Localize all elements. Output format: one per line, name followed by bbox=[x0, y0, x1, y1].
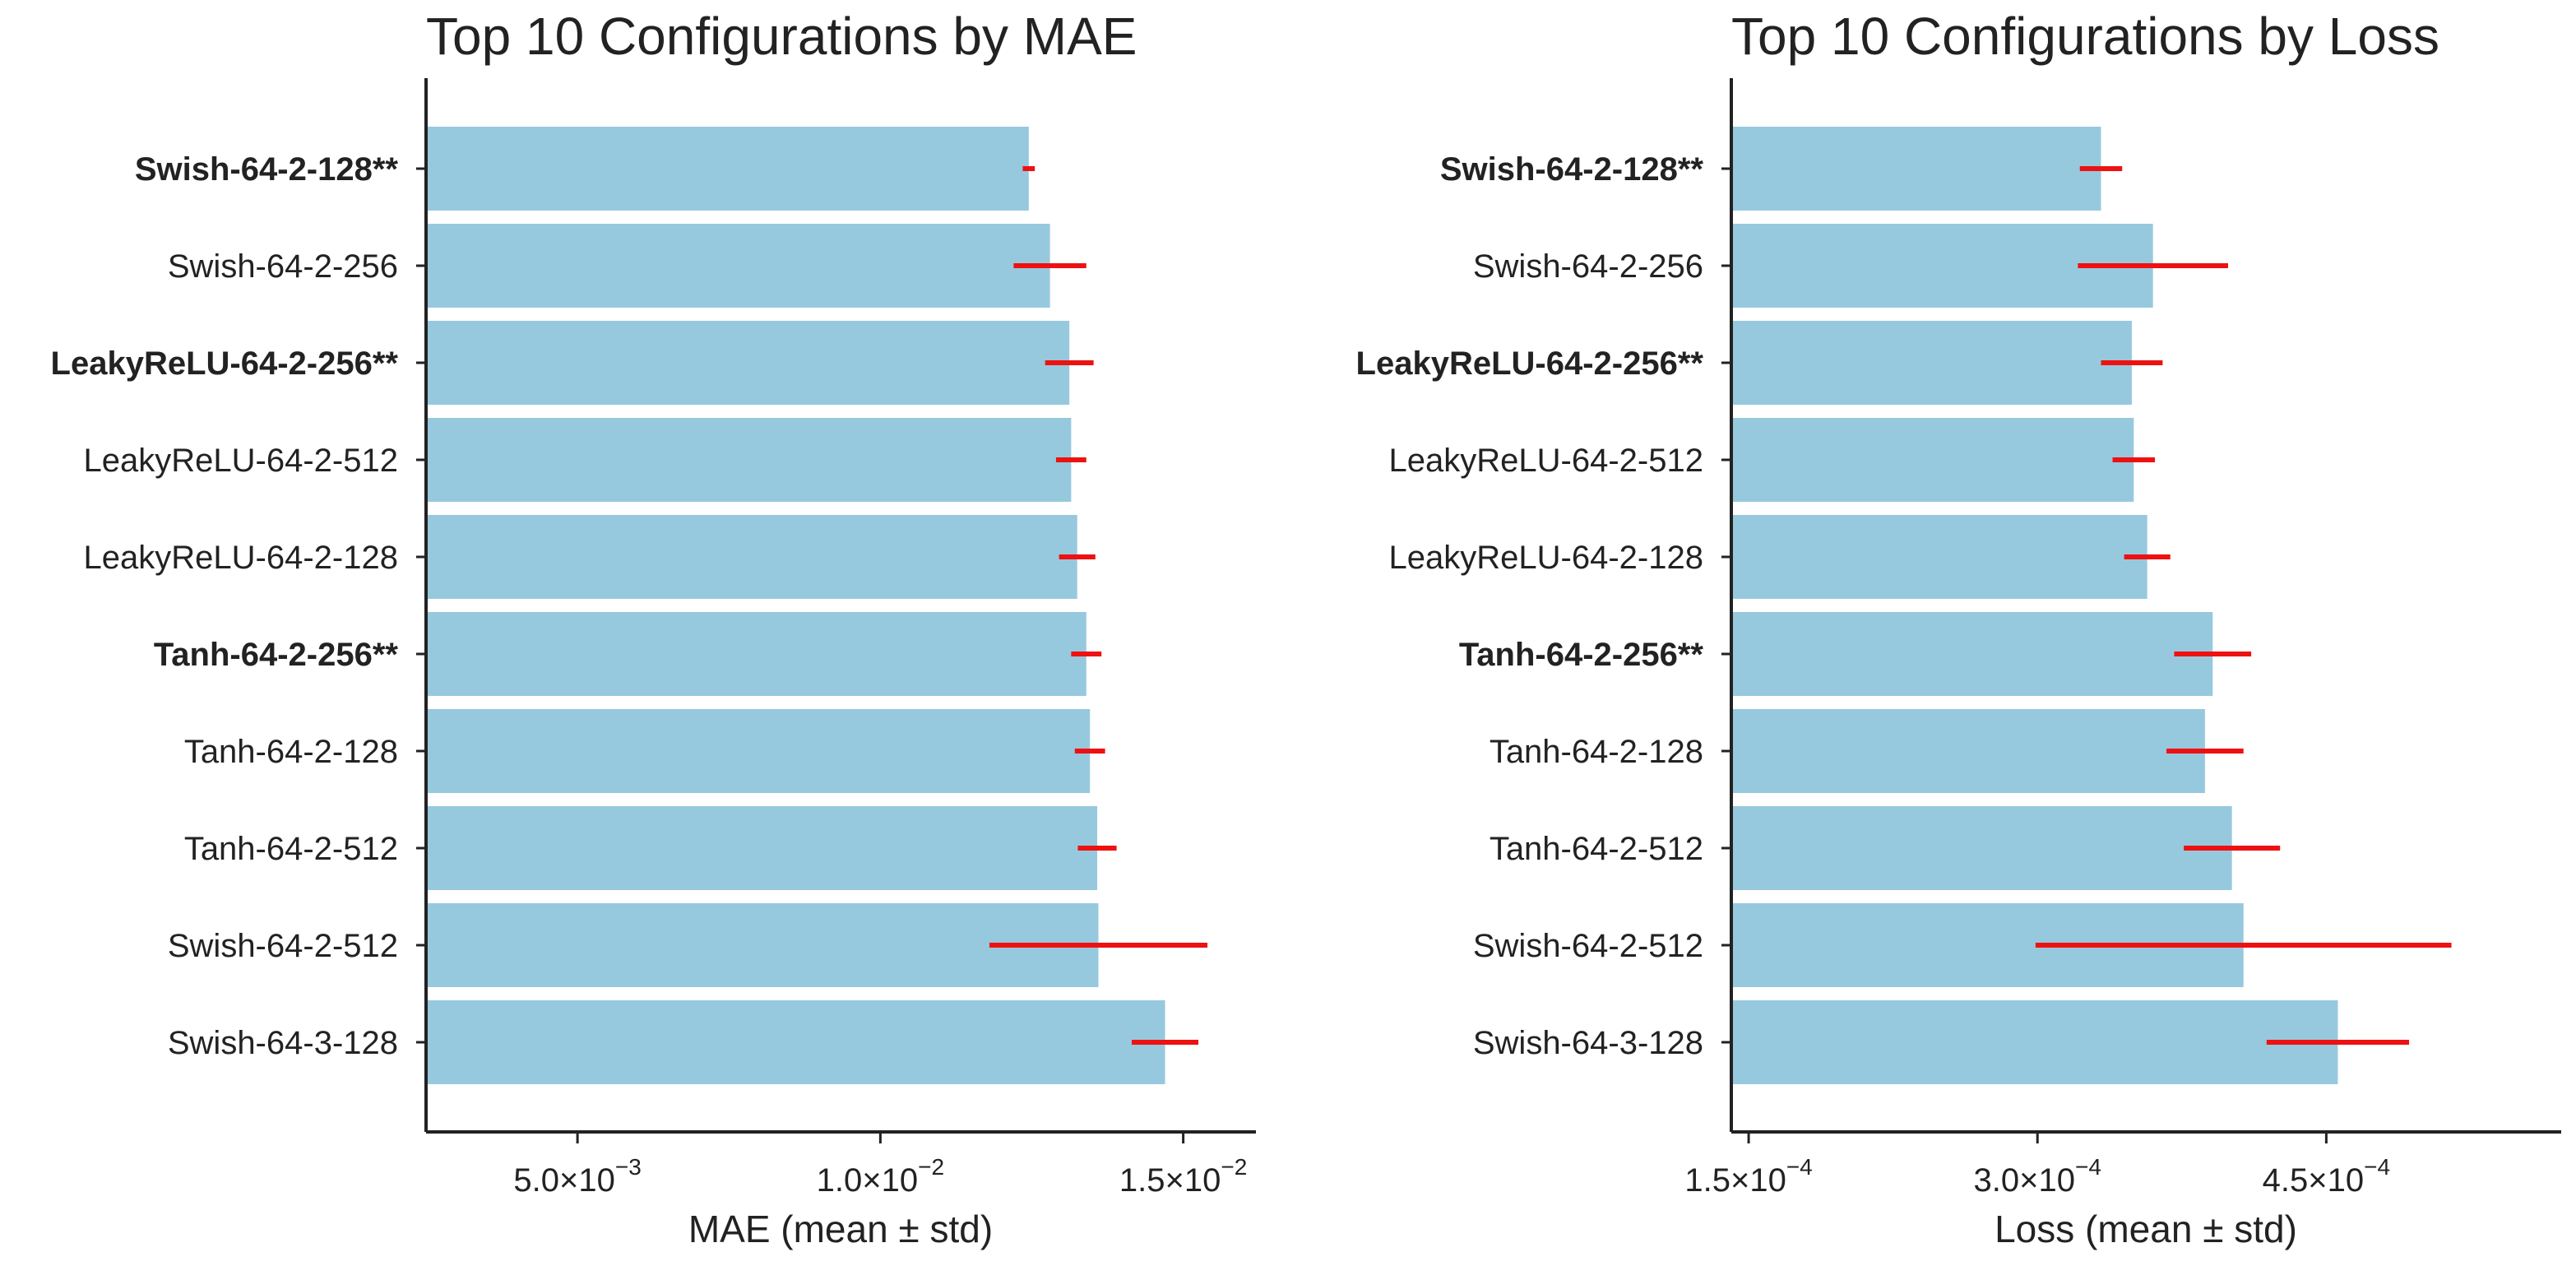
category-label: Tanh-64-2-128 bbox=[1490, 734, 1703, 770]
category-label: Swish-64-2-128** bbox=[1440, 151, 1704, 188]
bar-9 bbox=[426, 1000, 1165, 1084]
category-label: LeakyReLU-64-2-512 bbox=[1389, 443, 1703, 479]
x-tick-label: 1.5×10−4 bbox=[1684, 1154, 1812, 1199]
category-label: Tanh-64-2-512 bbox=[1490, 831, 1703, 867]
x-axis-label: MAE (mean ± std) bbox=[688, 1208, 993, 1250]
x-axis-label: Loss (mean ± std) bbox=[1995, 1208, 2297, 1250]
loss-chart-panel: Top 10 Configurations by Loss Swish-64-2… bbox=[1356, 7, 2561, 1250]
bar-2 bbox=[1731, 321, 2132, 405]
bar-3 bbox=[1731, 418, 2134, 502]
bar-8 bbox=[426, 903, 1099, 987]
bar-0 bbox=[426, 127, 1029, 211]
category-label: Tanh-64-2-128 bbox=[184, 734, 398, 770]
mae-chart-panel: Top 10 Configurations by MAE Swish-64-2-… bbox=[51, 7, 1256, 1250]
category-label: LeakyReLU-64-2-256** bbox=[1356, 345, 1704, 382]
bar-4 bbox=[1731, 515, 2147, 599]
bar-1 bbox=[426, 224, 1050, 308]
bar-2 bbox=[426, 321, 1070, 405]
chart-title: Top 10 Configurations by MAE bbox=[426, 7, 1137, 66]
x-tick-label: 1.0×10−2 bbox=[817, 1154, 944, 1199]
category-label: LeakyReLU-64-2-128 bbox=[84, 540, 398, 576]
category-label: Tanh-64-2-256** bbox=[1459, 637, 1704, 673]
x-tick-group: 5.0×10−3 1.0×10−2 1.5×10−2 bbox=[513, 1132, 1247, 1199]
bar-5 bbox=[426, 612, 1086, 696]
category-label-group: Swish-64-2-128** Swish-64-2-256 LeakyReLU-… bbox=[1356, 151, 1731, 1061]
errorbar-group bbox=[2035, 166, 2452, 1045]
bar-3 bbox=[426, 418, 1072, 502]
category-label: Swish-64-2-512 bbox=[1473, 928, 1703, 964]
x-tick-label: 5.0×10−3 bbox=[513, 1154, 641, 1199]
errorbar-group bbox=[989, 166, 1208, 1045]
chart-title: Top 10 Configurations by Loss bbox=[1731, 7, 2439, 66]
category-label: Swish-64-2-128** bbox=[135, 151, 399, 188]
category-label-group: Swish-64-2-128** Swish-64-2-256 LeakyReLU-… bbox=[51, 151, 426, 1061]
bar-group bbox=[426, 127, 1165, 1084]
category-label: Tanh-64-2-512 bbox=[184, 831, 398, 867]
category-label: LeakyReLU-64-2-128 bbox=[1389, 540, 1703, 576]
x-tick-label: 3.0×10−4 bbox=[1974, 1154, 2101, 1199]
bar-6 bbox=[426, 709, 1091, 793]
bar-0 bbox=[1731, 127, 2101, 211]
bar-7 bbox=[426, 806, 1098, 890]
x-tick-group: 1.5×10−4 3.0×10−4 4.5×10−4 bbox=[1684, 1132, 2390, 1199]
category-label: LeakyReLU-64-2-512 bbox=[84, 443, 398, 479]
bar-7 bbox=[1731, 806, 2232, 890]
category-label: Swish-64-3-128 bbox=[1473, 1025, 1703, 1061]
bar-4 bbox=[426, 515, 1077, 599]
x-tick-label: 1.5×10−2 bbox=[1119, 1154, 1247, 1199]
bar-9 bbox=[1731, 1000, 2338, 1084]
category-label: Swish-64-2-512 bbox=[168, 928, 398, 964]
bar-6 bbox=[1731, 709, 2205, 793]
x-tick-label: 4.5×10−4 bbox=[2263, 1154, 2390, 1199]
bar-5 bbox=[1731, 612, 2213, 696]
bar-group bbox=[1731, 127, 2338, 1084]
category-label: Swish-64-2-256 bbox=[1473, 248, 1703, 285]
category-label: Tanh-64-2-256** bbox=[154, 637, 399, 673]
category-label: LeakyReLU-64-2-256** bbox=[51, 345, 399, 382]
category-label: Swish-64-2-256 bbox=[168, 248, 398, 285]
category-label: Swish-64-3-128 bbox=[168, 1025, 398, 1061]
